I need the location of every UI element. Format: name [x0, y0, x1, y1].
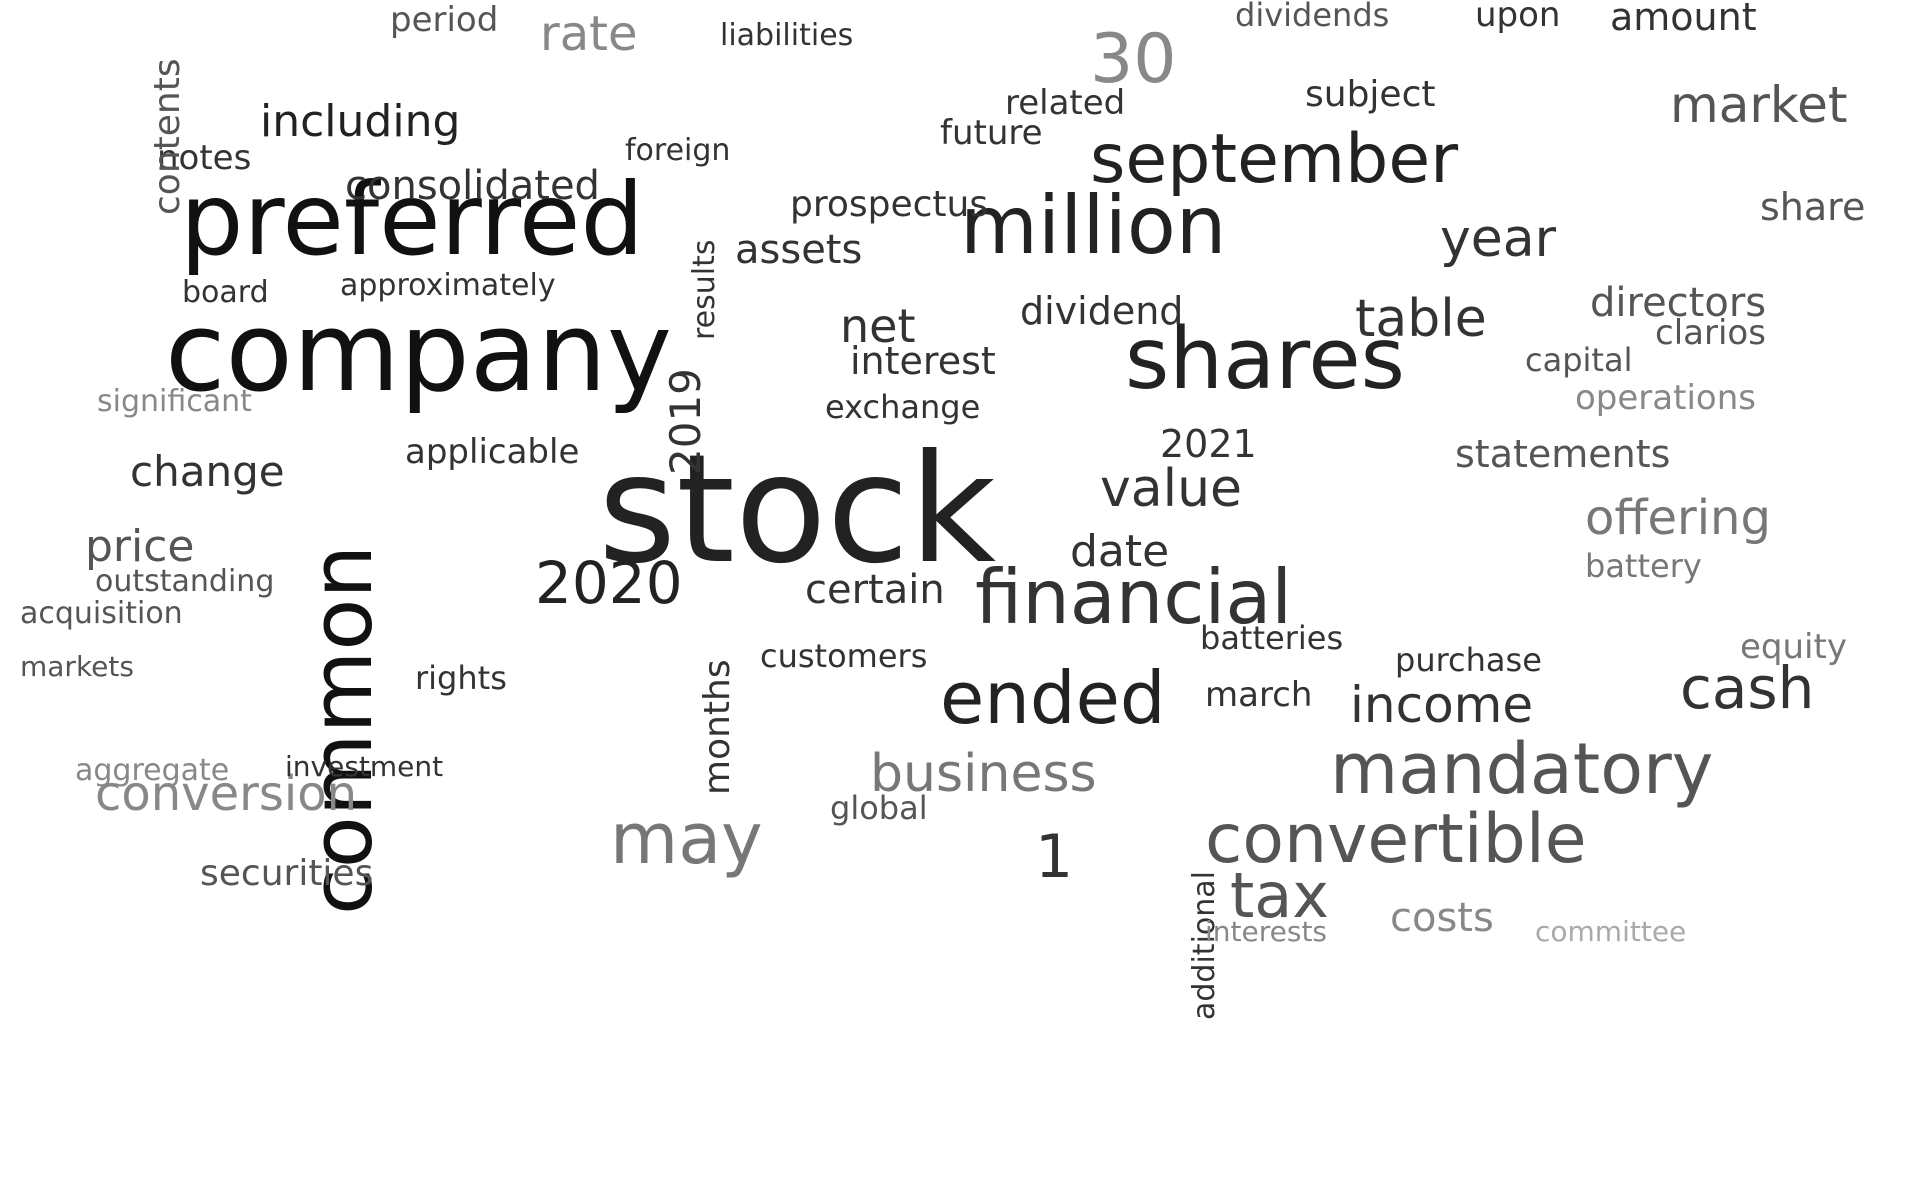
word-markets: markets	[20, 649, 134, 683]
word-assets: assets	[735, 227, 863, 273]
word-2021: 2021	[1160, 421, 1257, 466]
word-change: change	[130, 447, 285, 497]
word-notes: notes	[157, 137, 252, 178]
word-period: period	[390, 0, 499, 40]
word-foreign: foreign	[625, 133, 731, 168]
word-capital: capital	[1525, 341, 1633, 380]
word-rate: rate	[540, 5, 638, 62]
word-convertible: convertible	[1205, 799, 1587, 879]
word-mandatory: mandatory	[1330, 728, 1714, 810]
word-batteries: batteries	[1200, 619, 1344, 658]
word-dividend: dividend	[1020, 288, 1184, 333]
word-1: 1	[1035, 822, 1074, 892]
word-prospectus: prospectus	[790, 184, 989, 226]
word-subject: subject	[1305, 74, 1436, 116]
word-price: price	[85, 520, 195, 572]
word-acquisition: acquisition	[20, 596, 183, 631]
word-net: net	[840, 299, 916, 354]
word-ended: ended	[940, 656, 1166, 741]
word-aggregate: aggregate	[75, 753, 230, 788]
word-tax: tax	[1230, 859, 1329, 933]
word-share: share	[1760, 184, 1866, 229]
word-rights: rights	[415, 659, 507, 698]
word-operations: operations	[1575, 377, 1756, 418]
word-future: future	[940, 112, 1043, 153]
word-battery: battery	[1585, 547, 1702, 586]
word-financial: financial	[975, 553, 1293, 641]
word-results: results	[687, 239, 722, 340]
word-investment: investment	[285, 749, 444, 783]
word-market: market	[1670, 76, 1848, 134]
word-directors: directors	[1590, 280, 1767, 326]
word-securities: securities	[200, 853, 374, 895]
word-table: table	[1355, 289, 1487, 350]
word-exchange: exchange	[825, 388, 981, 427]
word-may: may	[610, 798, 763, 880]
word-march: march	[1205, 674, 1313, 715]
word-offering: offering	[1585, 489, 1771, 546]
word-shares: shares	[1125, 310, 1405, 409]
word-company: company	[165, 288, 672, 416]
word-interests: interests	[1205, 914, 1328, 948]
word-clarios: clarios	[1655, 312, 1766, 353]
word-conversion: conversion	[95, 765, 357, 822]
word-upon: upon	[1475, 0, 1561, 35]
word-outstanding: outstanding	[95, 564, 275, 599]
word-september: september	[1090, 119, 1459, 199]
word-related: related	[1005, 82, 1126, 123]
word-dividends: dividends	[1235, 0, 1390, 35]
word-significant: significant	[97, 384, 252, 419]
word-applicable: applicable	[405, 431, 580, 472]
word-business: business	[870, 744, 1097, 805]
word-purchase: purchase	[1395, 641, 1542, 680]
word-contents: contents	[147, 58, 188, 215]
word-stock: stock	[598, 423, 997, 597]
word-costs: costs	[1390, 895, 1494, 941]
word-global: global	[830, 789, 928, 828]
word-million: million	[960, 179, 1227, 272]
word-date: date	[1070, 525, 1170, 577]
word-consolidated: consolidated	[345, 163, 600, 209]
word-statements: statements	[1455, 431, 1671, 476]
word-30: 30	[1090, 19, 1177, 99]
word-amount: amount	[1610, 0, 1757, 39]
word-cash: cash	[1680, 653, 1815, 722]
word-interest: interest	[850, 338, 996, 383]
word-approximately: approximately	[340, 268, 556, 303]
word-value: value	[1100, 459, 1243, 520]
word-months: months	[697, 659, 738, 795]
word-liabilities: liabilities	[720, 18, 854, 53]
word-including: including	[260, 95, 461, 147]
word-committee: committee	[1535, 914, 1687, 948]
word-customers: customers	[760, 637, 928, 676]
word-year: year	[1440, 209, 1557, 270]
word-2020: 2020	[535, 548, 683, 617]
word-preferred: preferred	[180, 161, 644, 278]
word-equity: equity	[1740, 626, 1847, 667]
word-income: income	[1350, 676, 1534, 734]
word-board: board	[182, 275, 269, 310]
word-2019: 2019	[661, 368, 710, 475]
word-certain: certain	[805, 567, 945, 613]
